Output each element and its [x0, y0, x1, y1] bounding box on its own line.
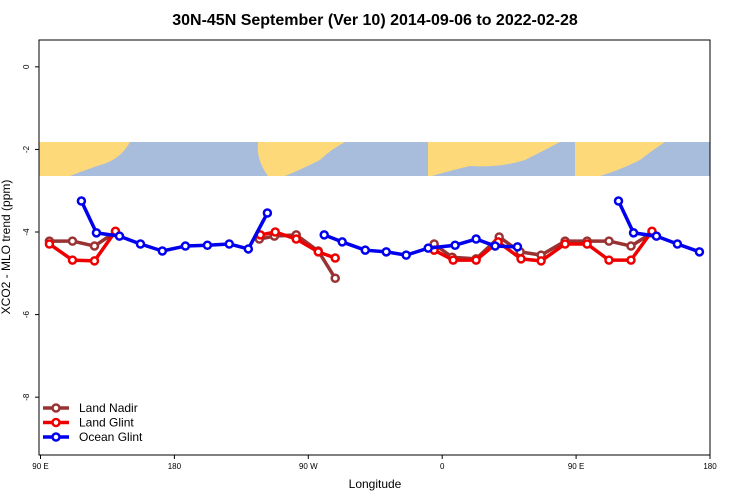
point [448, 255, 458, 265]
point [135, 239, 146, 249]
point [423, 243, 433, 253]
chart-title: 30N-45N September (Ver 10) 2014-09-06 to… [172, 12, 578, 29]
point [381, 247, 392, 257]
x-tick-label: 180 [703, 462, 717, 471]
point [651, 231, 662, 241]
point [330, 273, 340, 284]
point [319, 230, 329, 240]
point [67, 255, 78, 265]
point [44, 239, 55, 249]
y-tick-label: -8 [22, 393, 31, 401]
point [270, 227, 281, 237]
legend-marker [51, 432, 61, 442]
x-tick-label: 90 W [299, 462, 318, 471]
legend-label: Land Glint [79, 416, 134, 430]
point [337, 237, 347, 247]
point [613, 196, 624, 206]
x-axis-label: Longitude [349, 477, 402, 491]
y-tick-label: -4 [22, 228, 31, 236]
point [450, 240, 460, 250]
point [672, 239, 683, 249]
point [291, 234, 301, 244]
map-land [575, 142, 665, 176]
point [628, 228, 639, 238]
point [604, 255, 614, 265]
y-tick-label: 0 [22, 64, 31, 69]
point [512, 242, 523, 252]
x-tick-label: 180 [168, 462, 182, 471]
point [560, 239, 570, 249]
point [516, 254, 526, 264]
map-land [39, 142, 130, 176]
point [313, 247, 324, 257]
point [604, 236, 614, 246]
world-map-strip [39, 142, 710, 176]
y-axis-label: XCO2 - MLO trend (ppm) [0, 180, 13, 315]
point [157, 246, 168, 256]
point [360, 245, 371, 255]
point [243, 244, 254, 254]
point [471, 234, 481, 244]
y-tick-label: -2 [22, 145, 31, 153]
point [202, 240, 213, 250]
point [626, 255, 636, 265]
legend-marker [51, 417, 61, 428]
point [180, 241, 191, 251]
x-tick-label: 90 E [32, 462, 48, 471]
legend-label: Ocean Glint [79, 430, 143, 444]
x-tick-label: 0 [440, 462, 445, 471]
point [536, 256, 546, 266]
map-land [428, 142, 560, 176]
point [582, 239, 592, 249]
point [401, 250, 411, 260]
point [114, 231, 125, 241]
x-tick-label: 90 E [568, 462, 584, 471]
point [471, 255, 481, 265]
plot-frame [38, 39, 711, 456]
point [626, 241, 636, 251]
point [694, 247, 705, 257]
legend-label: Land Nadir [79, 401, 138, 415]
point [67, 236, 78, 246]
point [262, 208, 273, 218]
point [224, 239, 235, 249]
point [89, 241, 100, 251]
point [490, 241, 500, 251]
point [330, 253, 340, 263]
legend-marker [51, 403, 61, 413]
point [89, 256, 100, 266]
y-tick-label: -6 [22, 311, 31, 319]
point [76, 196, 87, 206]
map-land [257, 142, 345, 176]
point [91, 228, 102, 238]
